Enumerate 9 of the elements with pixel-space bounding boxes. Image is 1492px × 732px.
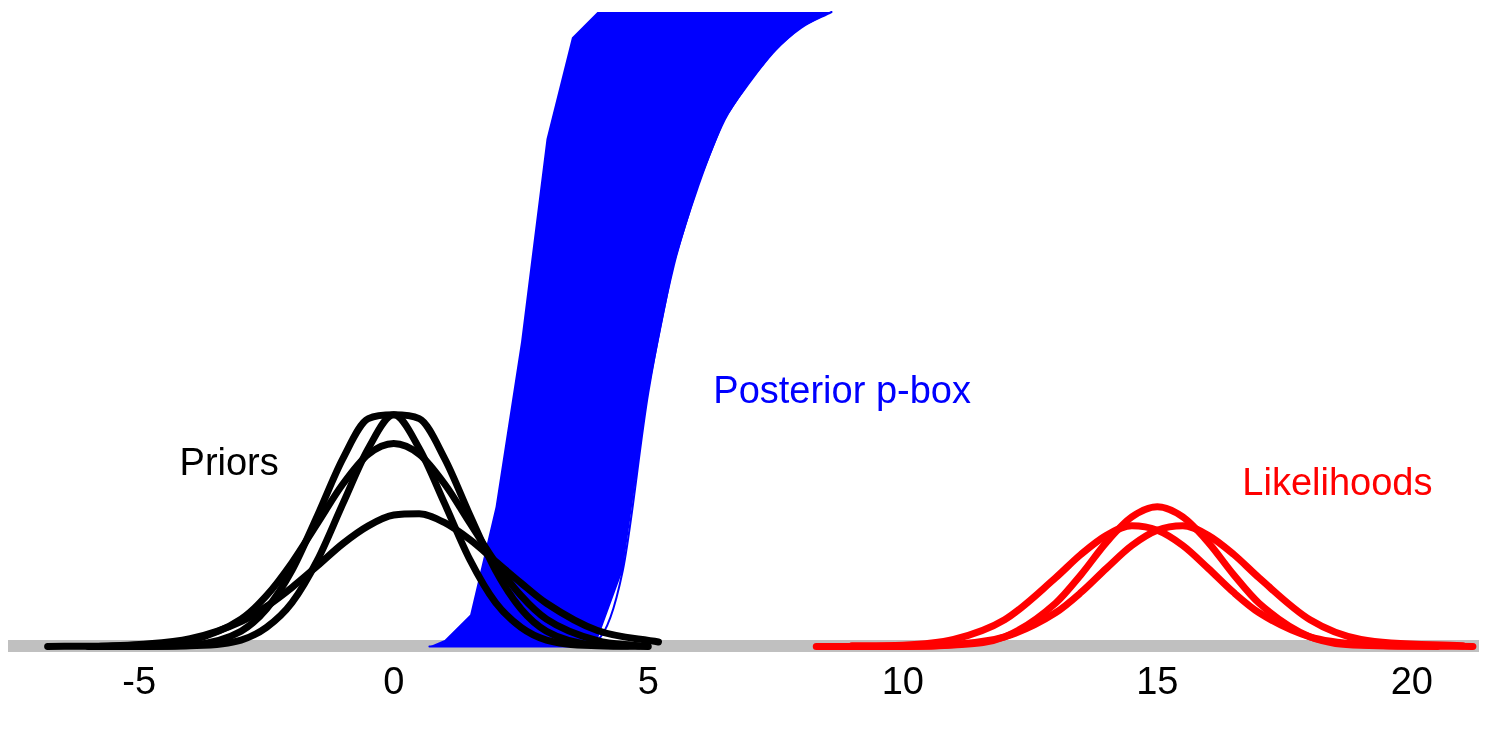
series-label: Priors <box>179 441 279 484</box>
x-tick-label: 15 <box>1136 659 1179 702</box>
series-label: Posterior p-box <box>713 369 971 412</box>
x-tick-label: -5 <box>122 659 157 702</box>
x-tick-label: 20 <box>1390 659 1433 702</box>
series-label: Likelihoods <box>1242 461 1433 504</box>
x-tick-label: 5 <box>637 659 659 702</box>
x-tick-label: 0 <box>383 659 405 702</box>
x-tick-label: 10 <box>881 659 924 702</box>
